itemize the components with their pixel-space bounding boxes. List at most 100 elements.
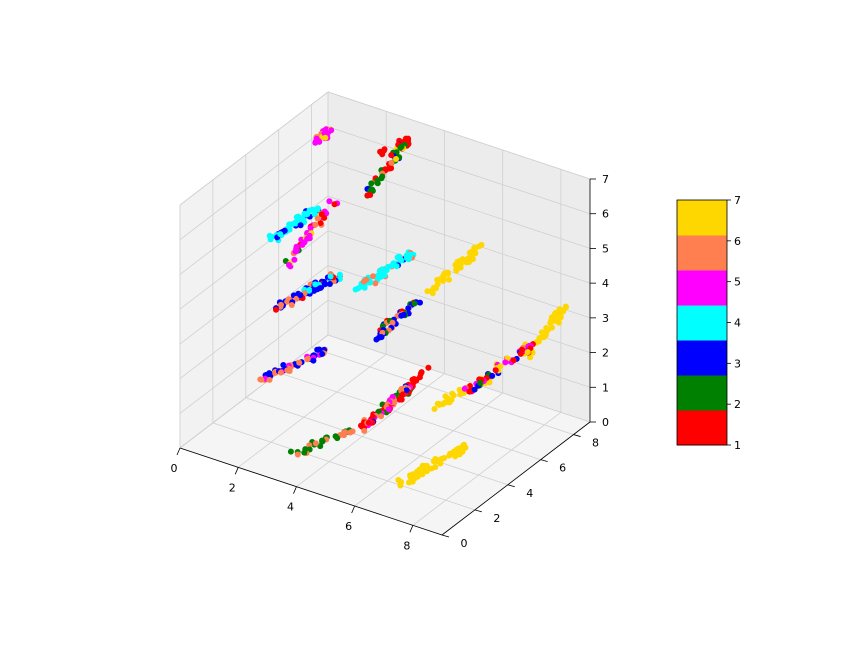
- scatter-point: [527, 354, 534, 361]
- scatter-point: [292, 248, 299, 255]
- scatter-point: [432, 464, 438, 471]
- scatter-point: [296, 217, 303, 224]
- x-tick-mark: [234, 467, 239, 475]
- scatter-point: [554, 310, 560, 317]
- scatter-point: [434, 400, 441, 407]
- colorbar-swatch: [677, 270, 727, 306]
- scatter-point: [439, 401, 446, 408]
- scatter-point: [396, 253, 403, 260]
- scatter-point: [368, 180, 375, 187]
- y-tick-mark: [540, 459, 548, 463]
- scatter-point: [311, 211, 318, 218]
- colorbar-swatch: [677, 235, 727, 271]
- scatter-point: [466, 388, 473, 395]
- scatter-point: [317, 443, 324, 450]
- scatter-point: [461, 385, 468, 392]
- scatter-point: [471, 386, 478, 393]
- scatter-point: [297, 222, 304, 229]
- scatter-point: [403, 387, 410, 394]
- scatter-point: [492, 367, 499, 374]
- colorbar: 1 2 3 4 5 6 7: [676, 194, 741, 452]
- x-tick-label: 6: [345, 520, 352, 533]
- x-tick-mark: [293, 486, 297, 494]
- scatter-point: [314, 346, 321, 353]
- x-tick-label: 8: [403, 539, 410, 552]
- scatter-point: [375, 408, 382, 415]
- scatter-point: [411, 300, 418, 307]
- scatter-point: [349, 428, 356, 435]
- colorbar-tick-label: 4: [734, 317, 741, 330]
- colorbar-swatch: [677, 375, 727, 411]
- scatter-point: [361, 427, 368, 434]
- z-tick-label: 3: [602, 312, 609, 325]
- scatter-point: [267, 236, 274, 243]
- scatter-point: [318, 211, 325, 218]
- scatter-point: [312, 221, 319, 228]
- x-axis-line: [179, 447, 443, 536]
- scatter-point: [517, 350, 524, 357]
- gridline-z: [179, 265, 591, 379]
- scatter-point: [331, 201, 338, 208]
- scatter-point: [306, 287, 313, 294]
- scatter-point: [489, 372, 496, 379]
- scatter-point: [425, 364, 432, 371]
- y-tick-mark: [573, 434, 581, 437]
- x-tick-mark: [351, 505, 356, 514]
- y-tick-mark: [507, 484, 515, 488]
- scatter-point: [441, 455, 448, 461]
- x-tick-label: 2: [229, 481, 236, 494]
- x-tick-mark: [409, 525, 414, 533]
- colorbar-tick-label: 1: [734, 439, 741, 452]
- scatter-points: [257, 126, 569, 489]
- scatter-point: [412, 474, 419, 481]
- scatter-point: [419, 471, 426, 478]
- scatter-point: [429, 290, 436, 297]
- z-tick-label: 2: [602, 347, 609, 360]
- scatter-point: [266, 376, 273, 383]
- scatter-point: [562, 303, 569, 310]
- colorbar-swatch: [677, 340, 727, 376]
- scatter-point: [322, 134, 329, 141]
- scatter-point: [294, 451, 301, 458]
- scatter-point: [381, 272, 388, 279]
- scatter-point: [360, 278, 367, 285]
- scatter-point: [450, 450, 457, 457]
- scatter-point: [476, 243, 483, 250]
- z-tick-label: 7: [602, 173, 609, 186]
- scatter-point: [327, 273, 334, 280]
- y-tick-label: 0: [461, 537, 468, 550]
- scatter-point: [393, 263, 400, 270]
- scatter-point: [405, 305, 412, 312]
- colorbar-tick-label: 7: [734, 194, 741, 207]
- scatter-point: [444, 396, 451, 403]
- y-tick-label: 2: [493, 512, 500, 525]
- scatter-point: [398, 479, 405, 485]
- scatter-point: [311, 287, 318, 294]
- scatter-point: [373, 336, 380, 343]
- scatter-point: [377, 148, 384, 155]
- axes-panes: [178, 90, 592, 536]
- scatter-point: [465, 259, 472, 266]
- gridline-z: [179, 230, 591, 345]
- scatter-point: [393, 156, 399, 162]
- scatter-point: [297, 292, 304, 299]
- scatter-point: [378, 413, 385, 420]
- gridline-z: [179, 299, 591, 414]
- x-tick-label: 4: [287, 501, 294, 514]
- scatter-point: [319, 437, 326, 444]
- scatter-point: [317, 220, 324, 226]
- scatter-point: [365, 419, 372, 426]
- scatter-point: [286, 262, 292, 268]
- scatter-point: [313, 135, 320, 142]
- scatter-point: [296, 359, 303, 366]
- scatter-point: [326, 198, 333, 205]
- colorbar-swatch: [677, 200, 727, 236]
- scatter-point: [304, 356, 311, 363]
- scatter-point: [293, 243, 300, 250]
- scatter-point: [277, 231, 284, 238]
- x-tick-mark: [176, 447, 181, 456]
- scatter-point: [317, 285, 324, 291]
- scatter-point: [466, 249, 473, 256]
- scatter-point: [293, 295, 300, 302]
- scatter-point: [398, 312, 405, 319]
